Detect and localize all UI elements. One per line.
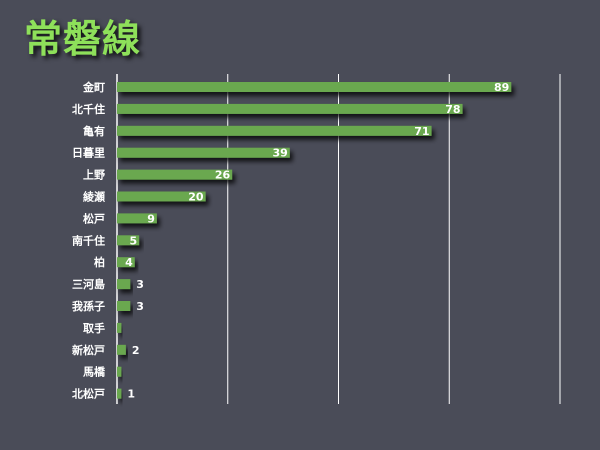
category-label: 取手	[83, 321, 105, 335]
grid-lines	[116, 74, 561, 404]
bar	[117, 169, 233, 180]
category-label: 我孫子	[72, 299, 105, 313]
value-label: 3	[136, 278, 144, 291]
bar	[117, 235, 140, 246]
value-label: 71	[414, 125, 429, 138]
bar	[117, 279, 131, 290]
bar	[117, 103, 463, 114]
value-label: 1	[127, 388, 135, 401]
bar	[117, 366, 122, 377]
value-label: 26	[215, 169, 231, 182]
bar	[117, 257, 135, 268]
category-label: 北松戸	[72, 387, 105, 401]
value-label: 39	[272, 147, 287, 160]
bar	[117, 82, 512, 92]
value-label: 5	[129, 234, 137, 247]
category-label: 馬橋	[83, 365, 106, 379]
category-label: 金町	[82, 80, 105, 94]
bar	[117, 322, 122, 333]
value-label: 78	[445, 103, 460, 116]
value-label: 20	[188, 191, 204, 204]
category-label: 南千住	[72, 233, 105, 247]
value-label: 89	[494, 81, 509, 94]
category-label: 新松戸	[72, 343, 105, 357]
value-label: 2	[132, 344, 140, 357]
bar	[117, 301, 131, 311]
bar	[117, 388, 122, 399]
category-label: 三河島	[72, 277, 105, 291]
bar	[117, 125, 432, 136]
category-label: 松戸	[83, 211, 105, 225]
category-label: 綾瀬	[83, 190, 105, 204]
category-label: 日暮里	[72, 146, 105, 160]
chart-title: 常磐線	[24, 17, 142, 61]
category-label: 柏	[94, 255, 105, 269]
bar	[117, 191, 206, 202]
category-label: 上野	[83, 168, 105, 182]
labels: 金町 89 北千住 78 亀有 71 日暮里 39 上野 26 綾瀬 20 松戸 9 南千住 5 柏 4 三河島 3 我…	[72, 80, 509, 401]
bar	[117, 147, 290, 158]
value-label: 4	[125, 256, 133, 269]
category-label: 亀有	[83, 124, 105, 138]
value-label: 9	[147, 212, 155, 225]
bars	[117, 82, 512, 399]
bar	[117, 213, 157, 224]
bar	[117, 344, 126, 355]
category-label: 北千住	[72, 102, 105, 116]
value-label: 3	[136, 300, 144, 313]
